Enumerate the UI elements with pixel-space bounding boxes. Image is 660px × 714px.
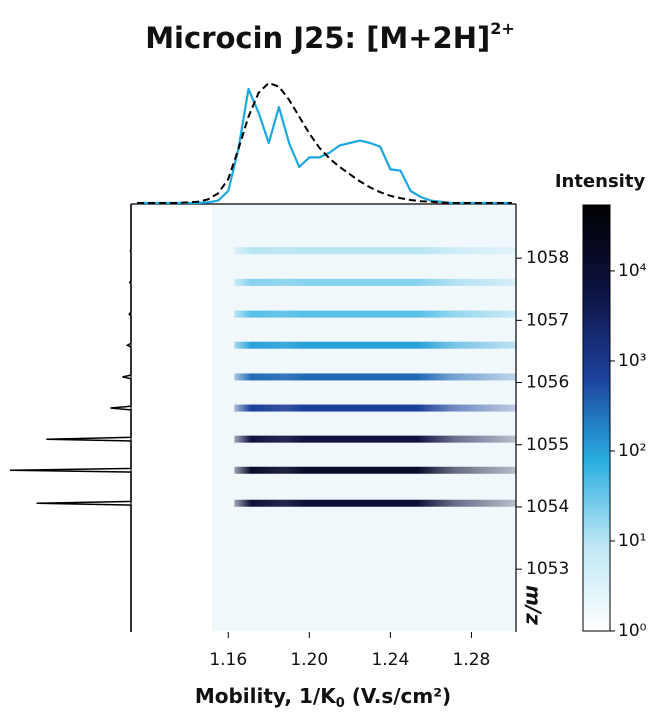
y-tick-label: 1054 xyxy=(526,497,569,517)
y-tick-label: 1058 xyxy=(526,248,569,268)
marginal-curve xyxy=(137,87,512,205)
heatmap-band xyxy=(234,341,516,349)
y-tick-label: 1057 xyxy=(526,310,569,330)
heatmap-band xyxy=(234,466,516,474)
title-superscript: 2+ xyxy=(490,19,515,38)
x-tick-label: 1.24 xyxy=(371,650,409,670)
x-label-main: Mobility, 1/K xyxy=(195,684,337,708)
heatmap-band xyxy=(234,373,516,381)
title-main: Microcin J25: [M+2H] xyxy=(145,21,490,55)
background-noise xyxy=(212,205,516,631)
y-axis-label: m/z xyxy=(522,585,546,625)
marginal-spectrum xyxy=(9,204,132,632)
colorbar xyxy=(582,204,611,632)
x-label-rest: (V.s/cm²) xyxy=(345,684,451,708)
chart-title: Microcin J25: [M+2H]2+ xyxy=(145,19,515,56)
y-tick-label: 1055 xyxy=(526,435,569,455)
heatmap-band xyxy=(234,247,516,255)
y-tick-label: 1053 xyxy=(526,559,569,579)
colorbar-label: Intensity xyxy=(555,171,646,192)
marginal-curve xyxy=(137,82,512,204)
colorbar-tick-label: 10⁴ xyxy=(618,261,647,281)
heatmap-band xyxy=(234,435,516,443)
heatmap-band xyxy=(234,310,516,318)
heatmap-band xyxy=(234,499,516,507)
y-tick-label: 1056 xyxy=(526,373,569,393)
colorbar-tick-label: 10³ xyxy=(618,351,646,371)
colorbar-tick-label: 10¹ xyxy=(618,531,646,551)
x-tick-label: 1.16 xyxy=(209,650,247,670)
colorbar-tick-label: 10² xyxy=(618,441,646,461)
colorbar-tick-label: 10⁰ xyxy=(618,621,647,641)
x-axis-label: Mobility, 1/K0 (V.s/cm²) xyxy=(195,684,451,711)
x-tick-label: 1.20 xyxy=(290,650,328,670)
x-tick-label: 1.28 xyxy=(452,650,490,670)
heatmap-band xyxy=(234,404,516,412)
heatmap-band xyxy=(234,278,516,286)
x-label-subscript: 0 xyxy=(336,696,345,711)
